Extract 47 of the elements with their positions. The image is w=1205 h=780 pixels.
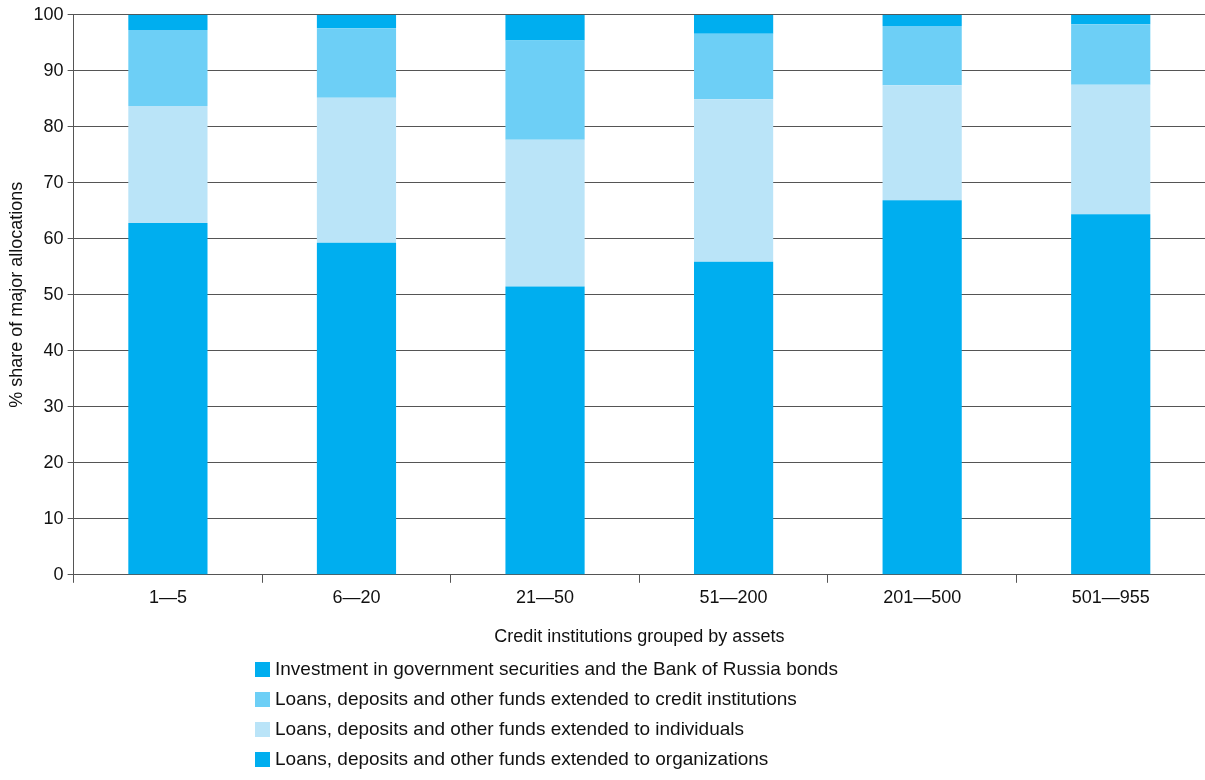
x-tick-label: 21—50 — [516, 586, 575, 607]
bar — [128, 223, 208, 575]
bar — [316, 242, 397, 575]
y-tick-label: 10 — [43, 507, 64, 528]
bar — [505, 139, 585, 287]
bar — [128, 29, 208, 107]
bar — [882, 26, 962, 86]
bar — [316, 97, 397, 243]
y-tick-label: 0 — [53, 563, 64, 584]
y-tick-label: 100 — [33, 3, 64, 24]
bar — [316, 14, 397, 29]
x-tick-label: 6—20 — [332, 586, 381, 607]
x-tick-label: 51—200 — [699, 586, 768, 607]
legend-label: Investment in government securities and the Bank of Russia bonds — [275, 658, 838, 680]
bar — [1071, 214, 1151, 575]
y-tick-label: 70 — [43, 171, 64, 192]
bar — [128, 14, 208, 30]
bar — [505, 14, 585, 41]
y-tick-label: 20 — [43, 451, 64, 472]
bar — [694, 99, 774, 262]
x-tick-label: 1—5 — [148, 586, 187, 607]
legend-label: Loans, deposits and other funds extended to individuals — [275, 718, 744, 740]
bar — [694, 261, 774, 575]
y-tick-label: 60 — [43, 227, 64, 248]
bar — [505, 286, 585, 575]
bar — [882, 85, 962, 201]
y-axis-title: % share of major allocations — [5, 181, 26, 408]
legend-label: Loans, deposits and other funds extended to organizations — [275, 748, 769, 770]
bar — [128, 106, 208, 224]
bar — [1071, 24, 1151, 85]
bar — [505, 40, 585, 140]
bar — [694, 14, 774, 34]
bar — [1071, 84, 1151, 215]
legend-label: Loans, deposits and other funds extended to credit institutions — [275, 688, 797, 710]
bar — [882, 200, 962, 575]
bar — [882, 14, 962, 26]
y-tick-label: 90 — [43, 59, 64, 80]
bar — [1071, 14, 1151, 25]
y-tick-label: 40 — [43, 339, 64, 360]
y-tick-label: 50 — [43, 283, 64, 304]
y-tick-label: 30 — [43, 395, 64, 416]
x-tick-label: 501—955 — [1071, 586, 1150, 607]
x-tick-label: 201—500 — [883, 586, 962, 607]
bar — [694, 33, 774, 100]
bar — [316, 28, 397, 98]
x-axis-title: Credit institutions grouped by assets — [494, 626, 785, 647]
y-tick-label: 80 — [43, 115, 64, 136]
